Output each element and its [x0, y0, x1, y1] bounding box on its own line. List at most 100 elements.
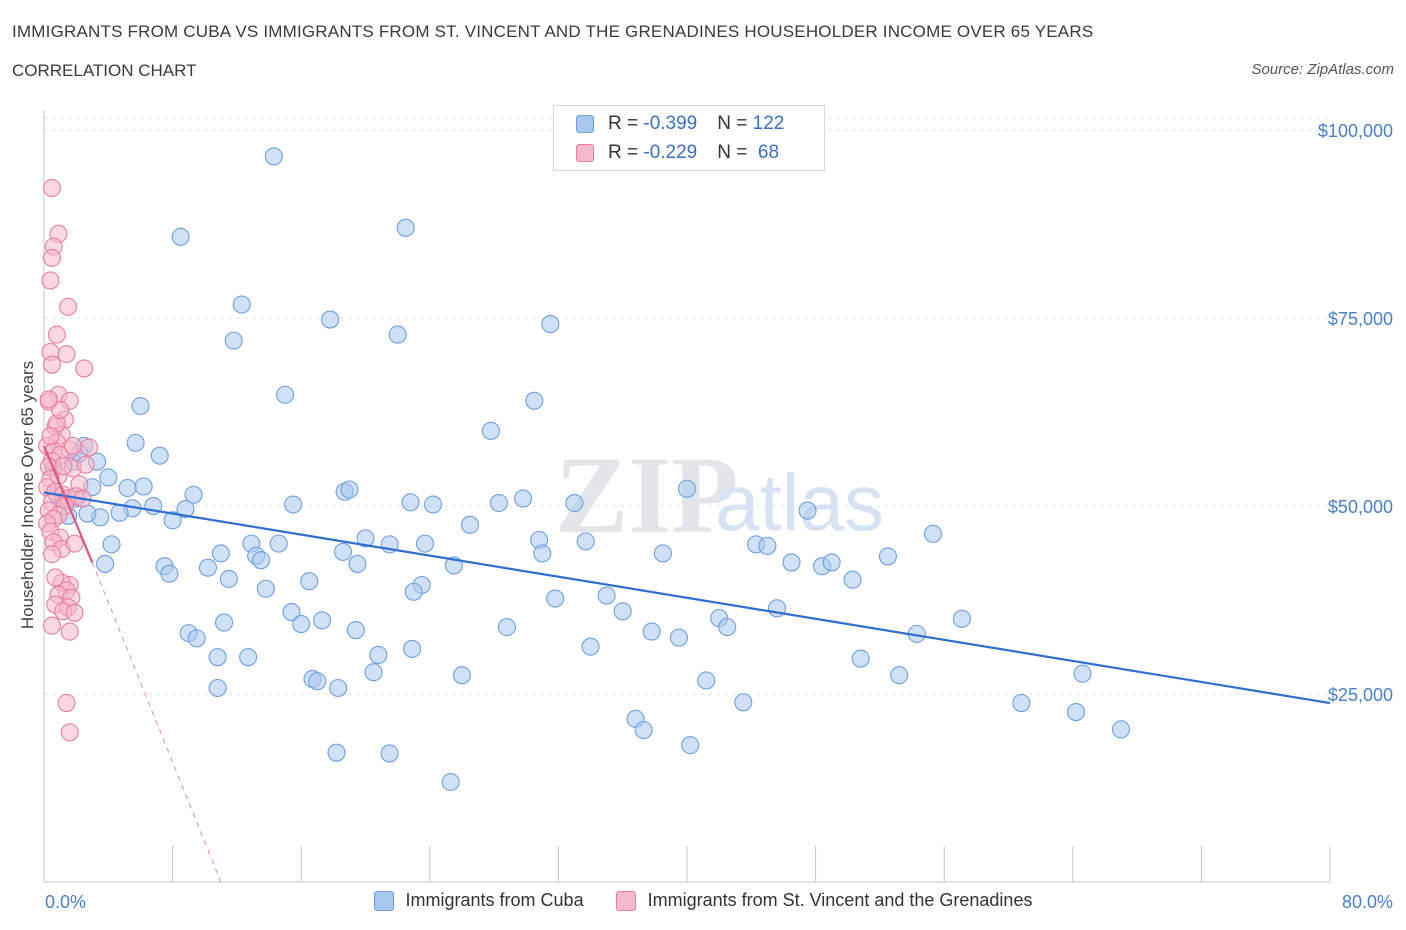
legend-n-value: 122: [752, 113, 785, 134]
data-point: [224, 331, 243, 350]
data-point: [581, 637, 600, 656]
legend-label-svg: Immigrants from St. Vincent and the Gren…: [647, 890, 1033, 910]
legend-swatch-cuba: [373, 890, 394, 911]
data-point: [76, 455, 95, 474]
data-point: [198, 558, 218, 577]
data-point: [42, 178, 62, 198]
correlation-legend: R = -0.399 N = 122 R = -0.229 N = 68: [553, 105, 825, 171]
data-point: [176, 499, 195, 519]
data-point: [677, 479, 697, 498]
data-point: [219, 569, 238, 589]
data-point: [952, 609, 971, 628]
data-point: [96, 554, 115, 573]
data-point: [525, 391, 544, 410]
data-point: [329, 678, 348, 698]
data-point: [681, 736, 700, 755]
data-point: [134, 477, 153, 496]
data-point: [356, 529, 375, 548]
data-point: [364, 663, 383, 682]
data-point: [118, 478, 137, 498]
data-point: [79, 438, 99, 457]
data-point: [597, 586, 616, 605]
legend-n-label: N =: [717, 113, 753, 134]
data-point: [1012, 693, 1031, 713]
data-point: [396, 218, 415, 237]
data-point: [65, 603, 84, 622]
data-point: [42, 355, 62, 374]
legend-label-cuba: Immigrants from Cuba: [405, 890, 584, 910]
legend-r-label: R =: [608, 113, 644, 134]
data-point: [758, 536, 777, 555]
data-point: [184, 485, 203, 504]
data-point: [441, 772, 460, 792]
legend-item-cuba: Immigrants from Cuba: [373, 890, 584, 911]
data-point: [348, 554, 367, 573]
trend-line-svg-extension: [91, 562, 222, 883]
data-point: [63, 436, 82, 455]
data-point: [60, 622, 79, 641]
chart-title: IMMIGRANTS FROM CUBA VS IMMIGRANTS FROM …: [12, 22, 1094, 41]
data-point: [798, 501, 817, 520]
data-point: [415, 534, 435, 553]
data-point: [41, 271, 60, 290]
source-label: Source: ZipAtlas.com: [1251, 61, 1394, 78]
data-point: [60, 723, 79, 742]
data-point: [232, 295, 251, 314]
data-point: [423, 495, 443, 514]
data-point: [313, 611, 332, 630]
data-point: [340, 480, 359, 499]
data-point: [57, 693, 76, 713]
data-point: [41, 427, 60, 446]
data-point: [822, 553, 841, 572]
trend-lines: [42, 445, 1331, 883]
data-point: [1073, 664, 1092, 683]
data-point: [481, 421, 500, 440]
data-point: [642, 622, 661, 641]
legend-r-label: R =: [608, 142, 644, 163]
data-point: [126, 433, 145, 452]
data-point: [533, 544, 552, 563]
data-point: [497, 618, 517, 637]
x-tick-labels: 0.0% 80.0%: [45, 892, 1393, 912]
data-point: [541, 315, 560, 334]
chart-subtitle: CORRELATION CHART: [12, 61, 197, 80]
data-point: [697, 671, 716, 690]
y-tick-label: $25,000: [1328, 685, 1393, 705]
data-point: [276, 385, 295, 404]
data-point: [300, 572, 319, 591]
data-point: [292, 615, 311, 634]
y-tick-label: $50,000: [1328, 497, 1393, 517]
data-point: [284, 495, 303, 514]
data-point: [452, 666, 472, 685]
data-point: [57, 345, 76, 364]
data-point: [923, 524, 942, 543]
legend-row-cuba: R = -0.399 N = 122: [576, 111, 784, 137]
data-point: [59, 297, 78, 316]
data-point: [327, 743, 346, 762]
series-legend: Immigrants from Cuba Immigrants from St.…: [0, 890, 1406, 911]
trend-line-svg: [42, 445, 94, 563]
data-point: [346, 621, 365, 640]
data-point: [163, 511, 182, 530]
x-tick-label-max: 80.0%: [1342, 892, 1393, 912]
watermark-atlas: atlas: [715, 458, 884, 547]
data-point: [718, 618, 737, 637]
data-point: [404, 582, 423, 601]
series-cuba-points: [44, 147, 1131, 792]
grid-lines: [44, 117, 1330, 695]
legend-item-svg: Immigrants from St. Vincent and the Gren…: [615, 890, 1033, 911]
data-point: [878, 547, 897, 566]
data-point: [75, 359, 94, 378]
data-point: [51, 400, 70, 419]
data-point: [890, 666, 909, 685]
data-point: [333, 542, 353, 561]
data-point: [99, 468, 118, 487]
data-point: [782, 553, 801, 572]
data-point: [65, 534, 84, 553]
data-point: [546, 589, 565, 608]
data-point: [653, 544, 672, 563]
data-point: [321, 310, 340, 329]
data-point: [211, 544, 230, 563]
y-tick-label: $100,000: [1318, 121, 1393, 141]
